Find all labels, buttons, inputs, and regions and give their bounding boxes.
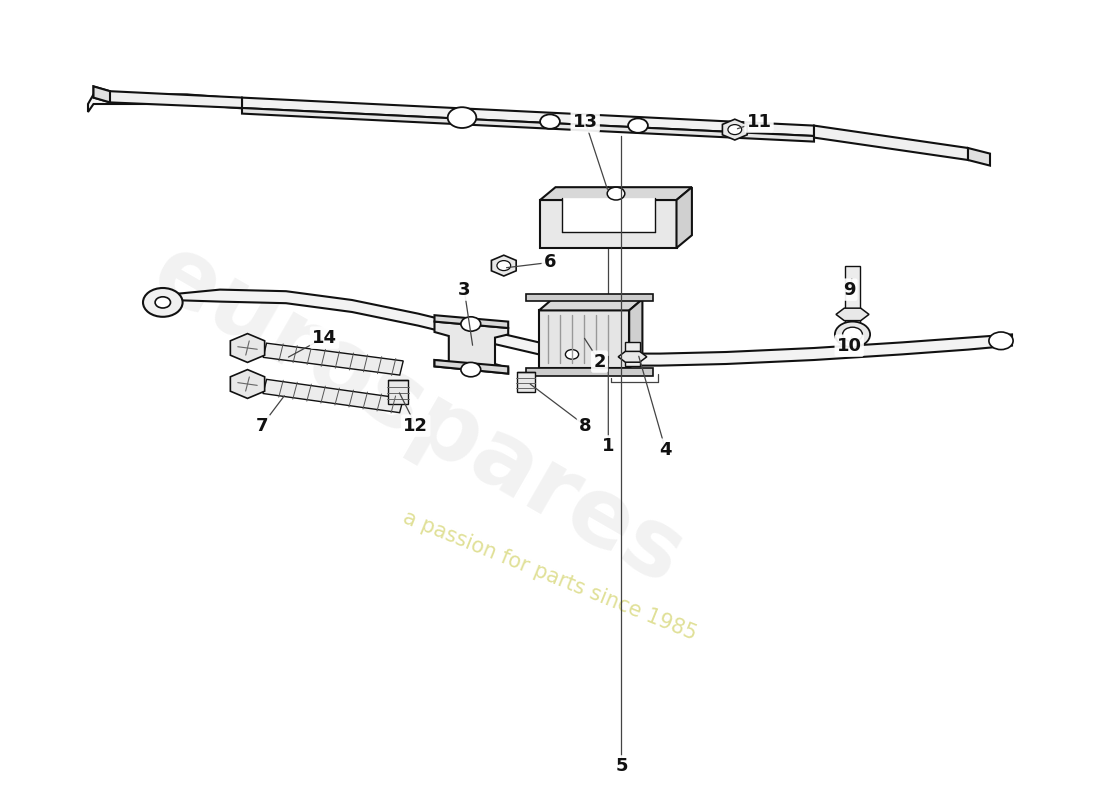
- Circle shape: [989, 332, 1013, 350]
- Text: 10: 10: [837, 337, 861, 354]
- Polygon shape: [434, 315, 508, 328]
- Circle shape: [461, 362, 481, 377]
- Polygon shape: [625, 342, 639, 366]
- Polygon shape: [88, 94, 308, 114]
- Circle shape: [565, 350, 579, 359]
- Polygon shape: [230, 334, 265, 362]
- Circle shape: [143, 288, 183, 317]
- Polygon shape: [526, 368, 653, 376]
- Polygon shape: [539, 299, 642, 310]
- Polygon shape: [242, 98, 814, 136]
- Polygon shape: [434, 360, 508, 374]
- Polygon shape: [676, 187, 692, 248]
- Text: 5: 5: [615, 758, 628, 775]
- Polygon shape: [540, 200, 676, 248]
- Circle shape: [155, 297, 170, 308]
- Circle shape: [461, 317, 481, 331]
- Text: 14: 14: [312, 329, 337, 346]
- Polygon shape: [723, 119, 747, 140]
- Polygon shape: [230, 370, 265, 398]
- Text: 13: 13: [573, 113, 597, 130]
- Polygon shape: [388, 380, 408, 404]
- Text: 9: 9: [843, 281, 856, 298]
- Text: 7: 7: [255, 417, 268, 434]
- Text: 12: 12: [404, 417, 428, 434]
- Polygon shape: [434, 322, 508, 374]
- Polygon shape: [517, 372, 535, 392]
- Polygon shape: [526, 294, 653, 301]
- Bar: [548, 346, 597, 362]
- Text: 11: 11: [747, 113, 771, 130]
- Polygon shape: [618, 351, 647, 362]
- Polygon shape: [154, 290, 1012, 366]
- Polygon shape: [94, 86, 110, 102]
- Text: a passion for parts since 1985: a passion for parts since 1985: [400, 508, 700, 644]
- Polygon shape: [263, 343, 404, 375]
- Polygon shape: [94, 86, 242, 108]
- Polygon shape: [814, 126, 968, 160]
- Polygon shape: [539, 310, 629, 368]
- Text: 2: 2: [593, 353, 606, 370]
- Polygon shape: [263, 379, 404, 413]
- Circle shape: [835, 322, 870, 347]
- Circle shape: [728, 125, 741, 134]
- Polygon shape: [629, 299, 642, 368]
- Text: 6: 6: [543, 254, 557, 271]
- Polygon shape: [492, 255, 516, 276]
- Polygon shape: [242, 108, 814, 142]
- Text: 8: 8: [579, 417, 592, 434]
- Text: 3: 3: [458, 281, 471, 298]
- Circle shape: [497, 261, 510, 270]
- Polygon shape: [846, 266, 860, 324]
- Circle shape: [540, 114, 560, 129]
- Text: 4: 4: [659, 441, 672, 458]
- Polygon shape: [968, 148, 990, 166]
- Circle shape: [843, 327, 862, 342]
- Circle shape: [448, 107, 476, 128]
- Polygon shape: [540, 187, 692, 200]
- Circle shape: [607, 187, 625, 200]
- Circle shape: [628, 118, 648, 133]
- Polygon shape: [836, 308, 869, 321]
- Text: 1: 1: [602, 438, 615, 455]
- Polygon shape: [562, 198, 654, 232]
- Text: eurospares: eurospares: [136, 227, 700, 605]
